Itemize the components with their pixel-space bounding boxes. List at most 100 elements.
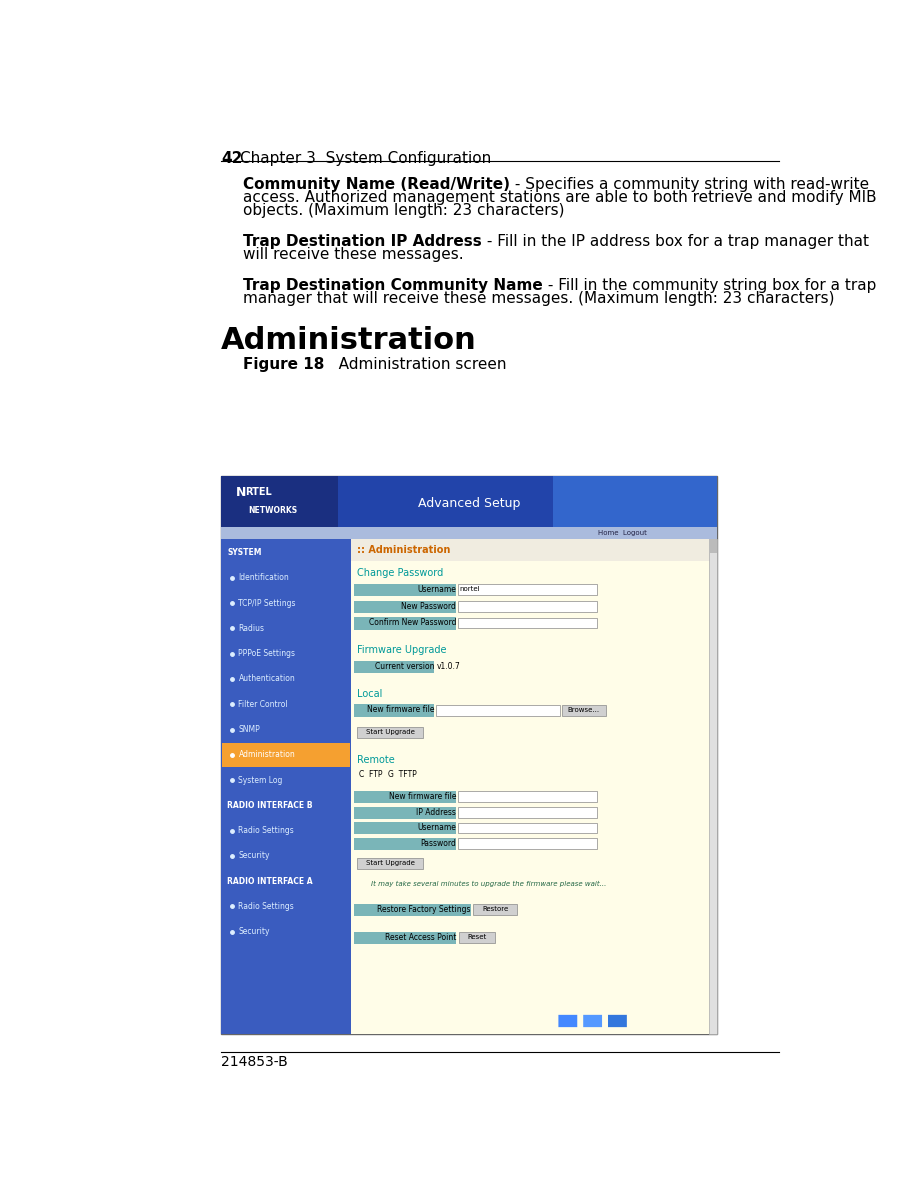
Text: Browse...: Browse... (568, 707, 600, 713)
Bar (709, 539, 717, 553)
Text: Security: Security (239, 851, 270, 861)
Bar (353, 904, 470, 916)
Bar (458, 618, 596, 628)
Text: objects. (Maximum length: 23 characters): objects. (Maximum length: 23 characters) (243, 203, 564, 218)
Text: Security: Security (239, 927, 270, 937)
Text: Firmware Upgrade: Firmware Upgrade (357, 645, 447, 655)
Text: Community Name (Read/Write): Community Name (Read/Write) (243, 177, 510, 191)
Text: NETWORKS: NETWORKS (249, 506, 297, 515)
Text: It may take several minutes to upgrade the firmware please wait...: It may take several minutes to upgrade t… (371, 881, 606, 887)
Text: TCP/IP Settings: TCP/IP Settings (239, 598, 296, 608)
Bar (553, 476, 717, 527)
Bar (353, 601, 456, 613)
Bar (221, 476, 717, 527)
Bar (473, 904, 517, 915)
Text: Administration: Administration (221, 326, 477, 355)
Bar (351, 539, 717, 1034)
Text: Password: Password (420, 839, 456, 848)
Bar (458, 791, 596, 802)
Text: - Fill in the IP address box for a trap manager that: - Fill in the IP address box for a trap … (481, 234, 869, 249)
Text: Trap Destination Community Name: Trap Destination Community Name (243, 278, 542, 293)
Text: PPPoE Settings: PPPoE Settings (239, 649, 296, 659)
Bar (435, 706, 560, 715)
Text: N: N (236, 485, 246, 498)
Text: Identification: Identification (239, 573, 289, 583)
Bar (458, 601, 596, 612)
Bar (221, 527, 717, 539)
Bar (435, 661, 637, 672)
Bar (351, 539, 717, 561)
Text: - Specifies a community string with read-write: - Specifies a community string with read… (510, 177, 869, 191)
Bar (353, 932, 456, 944)
FancyBboxPatch shape (559, 1015, 578, 1027)
Text: :: Administration: :: Administration (357, 545, 450, 555)
Text: Administration screen: Administration screen (324, 358, 506, 372)
Bar (353, 822, 456, 834)
Bar (221, 476, 338, 527)
Text: New firmware file: New firmware file (388, 792, 456, 801)
FancyBboxPatch shape (608, 1015, 627, 1027)
Text: Change Password: Change Password (357, 568, 443, 578)
Text: Restore Factory Settings: Restore Factory Settings (378, 904, 470, 914)
Text: SYSTEM: SYSTEM (227, 548, 261, 557)
Text: Confirm New Password: Confirm New Password (369, 619, 456, 627)
Bar (353, 791, 456, 803)
Text: 214853-B: 214853-B (221, 1056, 288, 1069)
Text: Reset: Reset (468, 934, 487, 940)
Bar (458, 838, 596, 849)
Text: Trap Destination IP Address: Trap Destination IP Address (243, 234, 481, 249)
Bar (223, 743, 350, 767)
Text: New Password: New Password (401, 602, 456, 610)
Text: - Fill in the community string box for a trap: - Fill in the community string box for a… (542, 278, 876, 293)
Text: Username: Username (417, 585, 456, 594)
Text: IP Address: IP Address (416, 808, 456, 816)
Text: Username: Username (417, 824, 456, 832)
Text: Remote: Remote (357, 755, 395, 765)
Bar (221, 476, 717, 1034)
Text: Home  Logout: Home Logout (598, 530, 647, 536)
Text: access. Authorized management stations are able to both retrieve and modify MIB: access. Authorized management stations a… (243, 190, 877, 205)
Text: RTEL: RTEL (245, 486, 272, 497)
Text: nortel: nortel (459, 586, 479, 592)
Text: Start Upgrade: Start Upgrade (366, 730, 414, 736)
Bar (357, 727, 423, 738)
Text: Current version: Current version (375, 662, 434, 671)
Text: RADIO INTERFACE A: RADIO INTERFACE A (227, 877, 313, 886)
Bar (357, 858, 423, 869)
Bar (221, 539, 351, 1034)
Text: Administration: Administration (239, 750, 296, 760)
Text: System Log: System Log (239, 775, 283, 785)
Text: manager that will receive these messages. (Maximum length: 23 characters): manager that will receive these messages… (243, 291, 834, 306)
Bar (459, 932, 496, 943)
Text: Radio Settings: Radio Settings (239, 902, 295, 911)
Text: Reset Access Point: Reset Access Point (385, 933, 456, 942)
Bar (458, 584, 596, 595)
Text: G  TFTP: G TFTP (388, 769, 417, 779)
Text: Radius: Radius (239, 624, 265, 633)
Bar (458, 822, 596, 833)
Text: 42: 42 (221, 150, 242, 166)
FancyBboxPatch shape (583, 1015, 602, 1027)
Bar (562, 706, 605, 715)
Text: Start Upgrade: Start Upgrade (366, 861, 414, 867)
Bar (458, 807, 596, 818)
Text: v1.0.7: v1.0.7 (437, 662, 460, 671)
Bar (353, 618, 456, 630)
Text: Authentication: Authentication (239, 674, 296, 684)
Bar (353, 661, 434, 673)
Text: Radio Settings: Radio Settings (239, 826, 295, 836)
Bar (353, 807, 456, 819)
Text: Advanced Setup: Advanced Setup (418, 497, 520, 510)
Bar (709, 539, 717, 1034)
Text: Figure 18: Figure 18 (243, 358, 324, 372)
Text: SNMP: SNMP (239, 725, 260, 734)
Text: Filter Control: Filter Control (239, 700, 288, 709)
Bar (353, 704, 434, 716)
Text: New firmware file: New firmware file (367, 706, 434, 714)
Text: RADIO INTERFACE B: RADIO INTERFACE B (227, 801, 313, 810)
Text: will receive these messages.: will receive these messages. (243, 247, 463, 262)
Text: C  FTP: C FTP (359, 769, 382, 779)
Text: Restore: Restore (482, 907, 508, 913)
Text: Local: Local (357, 689, 382, 698)
Bar (353, 584, 456, 596)
